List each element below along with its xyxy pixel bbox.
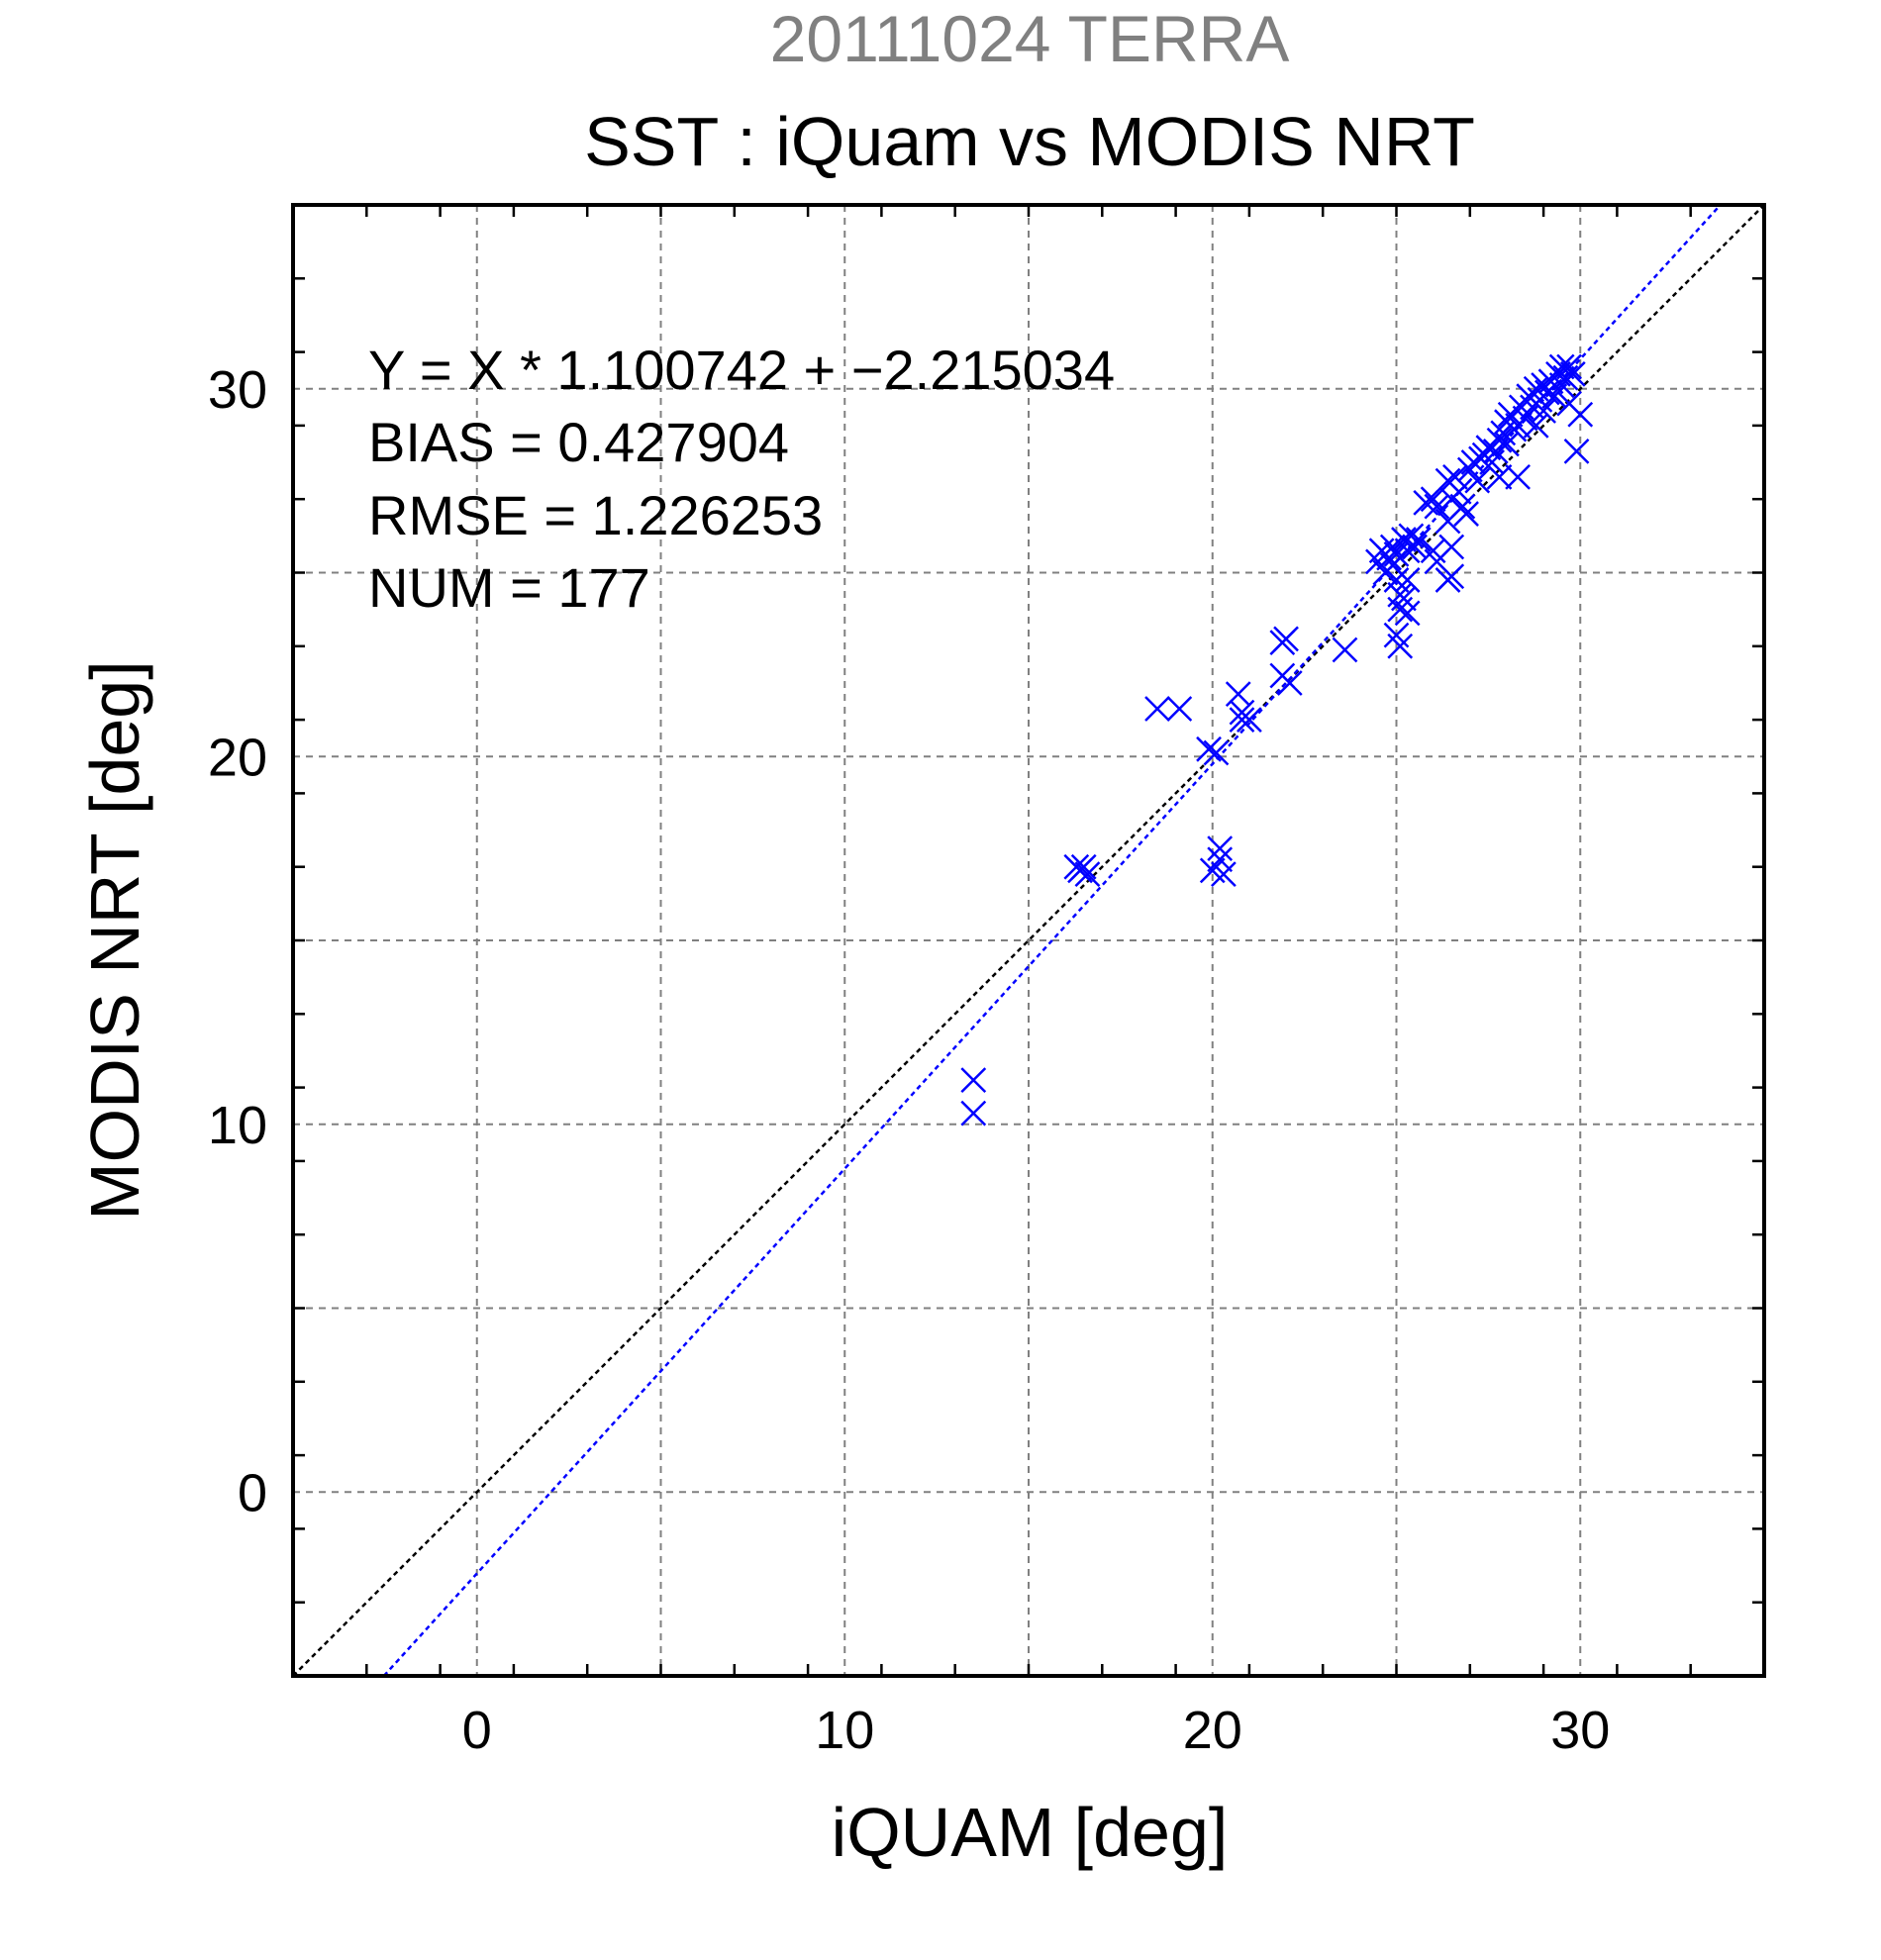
data-point <box>1424 493 1450 520</box>
data-point <box>1207 835 1234 862</box>
stats-rmse: RMSE = 1.226253 <box>368 484 823 546</box>
chart-suptitle: 20111024 TERRA <box>770 2 1290 75</box>
x-axis-label: iQUAM [deg] <box>832 1794 1229 1871</box>
data-point <box>1563 439 1590 464</box>
data-point <box>1229 707 1255 733</box>
data-point <box>1196 735 1222 762</box>
y-tick-label: 10 <box>208 1096 267 1155</box>
stats-fit-equation: Y = X * 1.100742 + −2.215034 <box>368 339 1115 401</box>
grid-lines <box>293 205 1764 1676</box>
data-point <box>1420 486 1446 513</box>
data-point <box>1438 563 1465 590</box>
data-point <box>1211 861 1237 888</box>
data-point <box>1332 637 1358 663</box>
tick-labels: 0 10 20 30 0 10 20 30 <box>208 360 1610 1760</box>
data-point <box>1387 633 1414 659</box>
y-axis-label: MODIS NRT [deg] <box>76 660 153 1220</box>
data-point <box>1556 353 1582 380</box>
x-tick-label: 0 <box>462 1701 492 1760</box>
regression-line <box>382 204 1722 1677</box>
data-point <box>1276 670 1303 696</box>
data-point <box>1438 534 1465 560</box>
data-point <box>1379 534 1406 560</box>
x-tick-label: 20 <box>1183 1701 1242 1760</box>
data-point <box>960 1100 987 1127</box>
x-tick-label: 30 <box>1550 1701 1610 1760</box>
data-point <box>1567 401 1594 428</box>
data-point <box>1523 413 1549 439</box>
data-point <box>1445 478 1472 505</box>
data-point <box>960 1067 987 1094</box>
x-tick-label: 10 <box>815 1701 874 1760</box>
data-point <box>1559 361 1586 387</box>
data-point <box>1203 739 1230 766</box>
data-point <box>1237 707 1262 733</box>
data-point <box>1383 567 1410 593</box>
data-point <box>1394 538 1421 564</box>
data-point <box>1166 696 1193 722</box>
chart-title: SST : iQuam vs MODIS NRT <box>584 103 1475 180</box>
plot-frame <box>291 203 1766 1678</box>
data-point <box>1464 467 1491 494</box>
data-point <box>1074 861 1101 888</box>
data-point <box>1273 626 1299 652</box>
data-point <box>1067 857 1093 884</box>
data-point <box>1486 427 1513 453</box>
data-points <box>960 353 1594 1127</box>
data-point <box>1449 493 1476 520</box>
data-point <box>1442 464 1468 490</box>
data-point <box>1505 464 1531 490</box>
data-point <box>1394 567 1421 593</box>
stats-num: NUM = 177 <box>368 556 650 619</box>
data-point <box>1225 681 1251 707</box>
data-point <box>1541 383 1568 410</box>
data-point <box>1486 464 1513 490</box>
stats-bias: BIAS = 0.427904 <box>368 411 789 473</box>
stats-box: Y = X * 1.100742 + −2.215034 BIAS = 0.42… <box>368 339 1115 619</box>
data-point <box>1494 431 1520 457</box>
data-point <box>1207 846 1234 873</box>
y-tick-label: 30 <box>208 360 267 420</box>
y-tick-label: 0 <box>238 1463 267 1522</box>
y-tick-label: 20 <box>208 728 267 787</box>
data-point <box>1453 501 1479 527</box>
data-point <box>1144 696 1170 722</box>
data-point <box>1512 405 1538 432</box>
reference-lines <box>292 204 1765 1677</box>
data-point <box>1394 600 1421 627</box>
